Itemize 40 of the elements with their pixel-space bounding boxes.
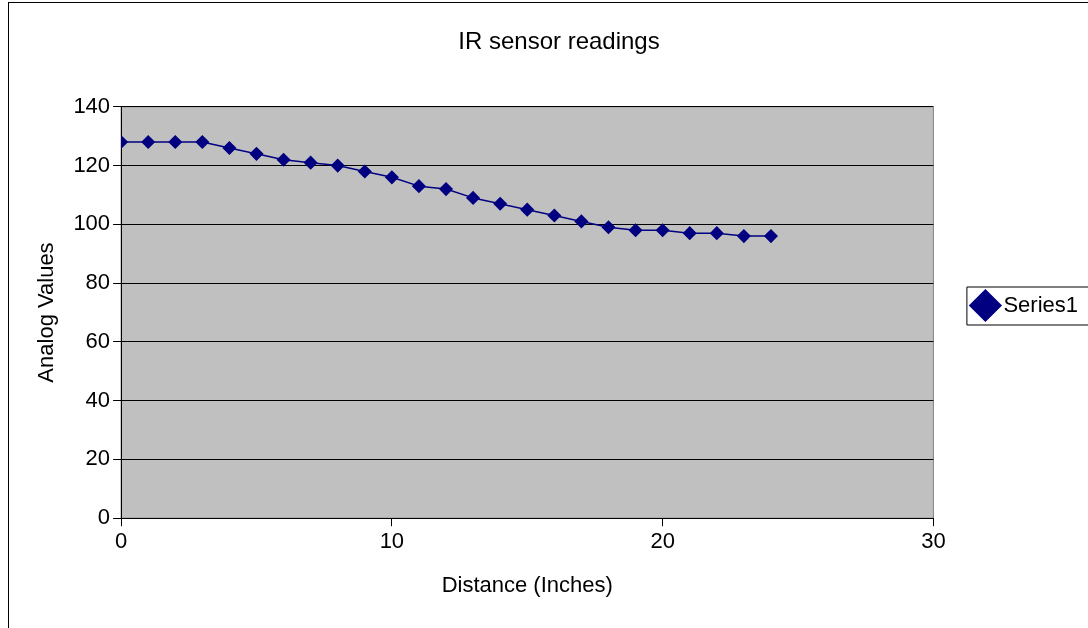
- point: [601, 220, 616, 235]
- point: [168, 135, 183, 149]
- chart-title: IR sensor readings: [458, 27, 660, 55]
- point: [737, 229, 751, 243]
- point: [141, 135, 155, 149]
- x-tick-label: 20: [650, 528, 675, 554]
- point: [303, 155, 318, 170]
- x-tick-label: 10: [379, 528, 405, 554]
- y-tick-label: 0: [97, 504, 111, 530]
- point: [574, 214, 589, 229]
- y-tick-label: 20: [85, 445, 111, 471]
- point: [330, 158, 345, 173]
- point: [439, 182, 453, 196]
- y-tick-label: 80: [85, 269, 111, 295]
- point: [276, 152, 291, 167]
- y-tick-label: 60: [85, 327, 111, 353]
- point: [412, 179, 426, 193]
- point: [249, 147, 264, 161]
- y-tick-label: 40: [85, 386, 111, 412]
- point: [385, 170, 399, 185]
- x-tick-label: 30: [921, 528, 946, 554]
- x-axis-title: Distance (Inches): [441, 571, 613, 597]
- x-tick-label: 0: [114, 528, 128, 554]
- point: [466, 191, 480, 205]
- point: [520, 202, 535, 217]
- y-axis-title: Analog Values: [33, 242, 59, 383]
- legend-label: Series1: [1003, 291, 1078, 317]
- point: [628, 223, 643, 237]
- y-tick-label: 140: [73, 92, 111, 118]
- y-tick-label: 100: [73, 210, 111, 236]
- point: [222, 141, 237, 155]
- y-tick-label: 120: [73, 151, 111, 177]
- point: [655, 223, 670, 237]
- point: [358, 164, 372, 179]
- point: [195, 135, 210, 149]
- point: [710, 226, 724, 240]
- point: [764, 229, 778, 243]
- point: [547, 208, 562, 223]
- point: [682, 226, 697, 240]
- point: [493, 197, 507, 211]
